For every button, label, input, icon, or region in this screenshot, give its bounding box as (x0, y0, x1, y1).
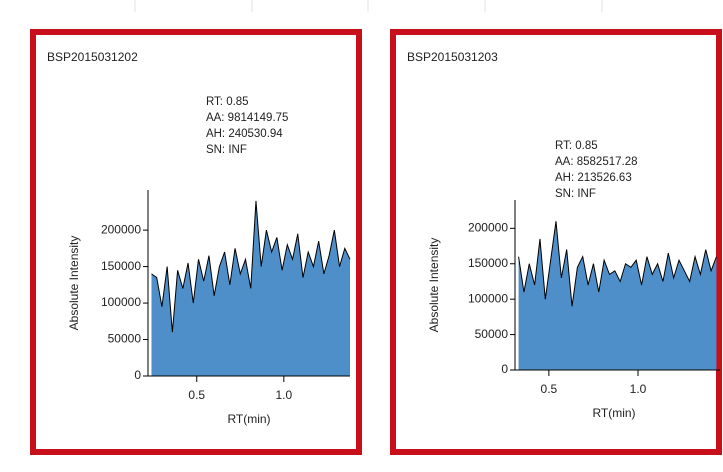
y-tick-label: 100000 (101, 295, 141, 309)
annotation: AA: 8582517.28 (555, 156, 638, 168)
panel-title: BSP2015031202 (47, 50, 138, 64)
y-axis-label: Absolute Intensity (427, 238, 441, 333)
y-tick-label: 0 (134, 368, 141, 382)
y-tick-label: 50000 (108, 332, 142, 346)
y-tick-label: 100000 (468, 291, 508, 305)
y-axis-label: Absolute Intensity (67, 236, 81, 331)
y-tick-label: 200000 (468, 221, 508, 235)
panel-frame (30, 29, 362, 455)
annotation: RT: 0.85 (206, 96, 249, 108)
annotation: RT: 0.85 (555, 140, 598, 152)
annotation: SN: INF (206, 144, 247, 156)
x-axis-label: RT(min) (592, 406, 635, 420)
annotation: AH: 213526.63 (555, 172, 632, 184)
y-tick-label: 50000 (475, 327, 509, 341)
x-tick-label: 1.0 (630, 382, 647, 396)
y-tick-label: 150000 (101, 259, 141, 273)
x-tick-label: 0.5 (188, 388, 205, 402)
y-tick-label: 200000 (101, 222, 141, 236)
panel-title: BSP2015031203 (407, 50, 498, 64)
x-tick-label: 0.5 (541, 382, 558, 396)
top-strip (134, 0, 603, 12)
annotation: SN: INF (555, 188, 596, 200)
panel-frame (390, 29, 722, 455)
annotation: AA: 9814149.75 (206, 112, 289, 124)
x-axis-label: RT(min) (227, 412, 270, 426)
trace-line (151, 200, 351, 333)
area-fill (518, 221, 717, 370)
annotation: AH: 240530.94 (206, 128, 283, 140)
y-tick-label: 0 (501, 362, 508, 376)
x-tick-label: 1.0 (275, 388, 292, 402)
y-tick-label: 150000 (468, 256, 508, 270)
trace-line (518, 221, 717, 307)
